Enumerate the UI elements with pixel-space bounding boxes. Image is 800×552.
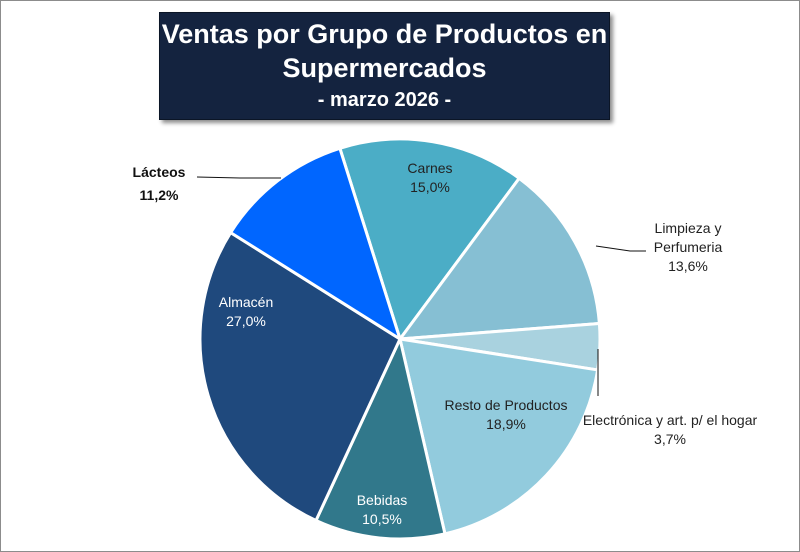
leader-line-limpieza-y-perfumeria bbox=[595, 245, 646, 252]
chart-title-box: Ventas por Grupo de Productos en Superme… bbox=[159, 12, 610, 120]
slice-value-carnes: 15,0% bbox=[410, 179, 450, 195]
slice-label-limpieza-y-perfumeria: Perfumeria bbox=[654, 239, 723, 255]
chart-subtitle: - marzo 2026 - bbox=[317, 89, 452, 111]
slice-value-limpieza-y-perfumeria: 13,6% bbox=[668, 258, 708, 274]
slice-value-resto-de-productos: 18,9% bbox=[486, 416, 526, 432]
pie-slice-almac-n bbox=[198, 231, 402, 522]
slice-value-bebidas: 10,5% bbox=[362, 511, 402, 527]
leader-line-l-cteos bbox=[196, 176, 281, 179]
slice-value-electr-nica-y-art-p-el-hogar: 3,7% bbox=[654, 431, 686, 447]
slice-label-almac-n: Almacén bbox=[219, 294, 273, 310]
slice-label-l-cteos: Lácteos bbox=[133, 164, 186, 180]
pie-slice-bebidas bbox=[314, 337, 447, 541]
chart-title-line-2: Supermercados bbox=[282, 53, 487, 83]
pie-slice-resto-de-productos bbox=[398, 337, 600, 536]
slice-label-resto-de-productos: Resto de Productos bbox=[445, 397, 568, 413]
pie-slice-l-cteos bbox=[229, 146, 402, 341]
slice-label-carnes: Carnes bbox=[407, 160, 452, 176]
pie-slice-limpieza-y-perfumeria bbox=[398, 176, 601, 341]
slice-value-almac-n: 27,0% bbox=[226, 313, 266, 329]
chart-title-line-1: Ventas por Grupo de Productos en bbox=[161, 19, 608, 49]
slice-label-limpieza-y-perfumeria: Limpieza y bbox=[655, 220, 722, 236]
slice-label-bebidas: Bebidas bbox=[357, 492, 408, 508]
slice-value-l-cteos: 11,2% bbox=[140, 187, 179, 203]
slice-label-electr-nica-y-art-p-el-hogar: Electrónica y art. p/ el hogar bbox=[583, 412, 758, 428]
